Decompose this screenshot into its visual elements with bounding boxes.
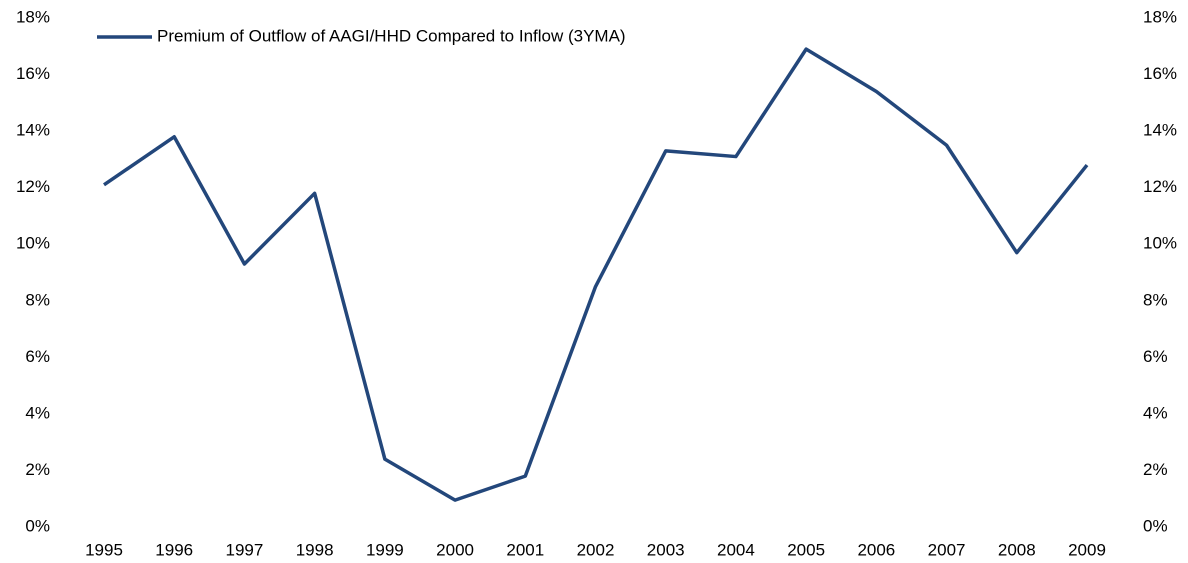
series-line (103, 47, 1089, 502)
x-tick-label: 2006 (857, 540, 895, 559)
x-tick-label: 2007 (928, 540, 966, 559)
y-tick-label: 18% (16, 7, 50, 26)
y2-tick-label: 18% (1143, 7, 1177, 26)
x-tick-label: 2001 (506, 540, 544, 559)
y-tick-label: 14% (16, 121, 50, 140)
y-tick-label: 6% (25, 347, 50, 366)
y2-tick-label: 2% (1143, 460, 1168, 479)
x-tick-label: 1997 (226, 540, 264, 559)
y2-tick-label: 12% (1143, 177, 1177, 196)
x-tick-label: 1995 (85, 540, 123, 559)
y-tick-label: 10% (16, 234, 50, 253)
y2-tick-label: 0% (1143, 516, 1168, 535)
x-tick-label: 2008 (998, 540, 1036, 559)
y2-tick-label: 10% (1143, 234, 1177, 253)
x-tick-label: 1996 (155, 540, 193, 559)
y2-tick-label: 6% (1143, 347, 1168, 366)
y2-tick-label: 16% (1143, 64, 1177, 83)
legend-label: Premium of Outflow of AAGI/HHD Compared … (157, 26, 626, 45)
y-tick-label: 0% (25, 516, 50, 535)
x-tick-label: 2003 (647, 540, 685, 559)
x-tick-label: 1998 (296, 540, 334, 559)
x-tick-label: 2004 (717, 540, 755, 559)
x-tick-label: 1999 (366, 540, 404, 559)
y-tick-label: 12% (16, 177, 50, 196)
x-tick-label: 2005 (787, 540, 825, 559)
x-tick-label: 2009 (1068, 540, 1106, 559)
y2-tick-label: 4% (1143, 403, 1168, 422)
x-tick-label: 2000 (436, 540, 474, 559)
y2-tick-label: 8% (1143, 290, 1168, 309)
y-tick-label: 4% (25, 403, 50, 422)
x-tick-label: 2002 (577, 540, 615, 559)
y-tick-label: 16% (16, 64, 50, 83)
y-tick-label: 8% (25, 290, 50, 309)
y-tick-label: 2% (25, 460, 50, 479)
y2-tick-label: 14% (1143, 121, 1177, 140)
